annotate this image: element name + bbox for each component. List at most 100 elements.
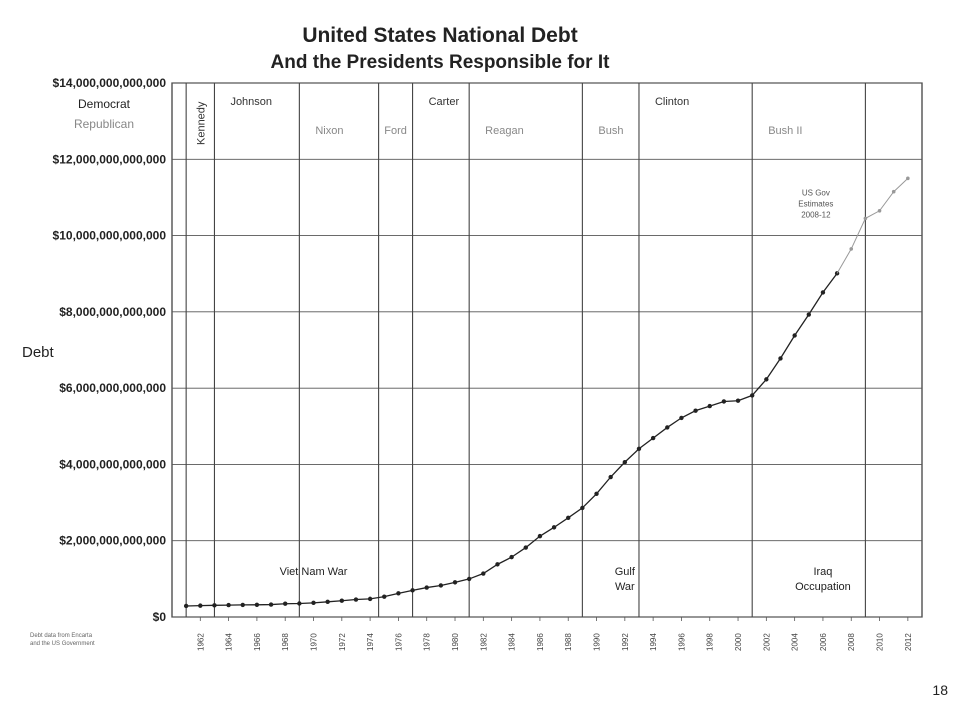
term-label-bush-ii: Bush II [768, 125, 802, 137]
debt-point [820, 290, 826, 295]
y-axis-label: Debt [22, 344, 55, 361]
chart-title: United States National Debt [302, 24, 578, 47]
debt-point [325, 599, 330, 605]
annotation-viet-nam-war: Viet Nam War [280, 566, 348, 578]
debt-point [580, 505, 585, 511]
debt-point [721, 399, 727, 404]
term-label-reagan: Reagan [485, 125, 524, 137]
x-tick-label: 2004 [791, 633, 800, 651]
legend-democrat: Democrat [78, 97, 131, 111]
x-tick-label: 1976 [394, 633, 403, 651]
annotations: Viet Nam War Gulf War Iraq Occupation US Gov E… [280, 189, 851, 594]
president-terms: Kennedy Johnson Nixon Ford Carter Reagan Bush C… [185, 83, 866, 617]
estimate-point [906, 176, 910, 181]
x-tick-label: 2008 [847, 633, 856, 651]
x-tick-label: 1970 [310, 633, 319, 651]
x-tick-label: 2010 [876, 633, 885, 651]
debt-point [452, 580, 458, 585]
term-label-bush: Bush [598, 125, 623, 137]
term-label-clinton: Clinton [655, 96, 689, 108]
term-label-nixon: Nixon [315, 125, 343, 137]
debt-point [523, 545, 528, 550]
term-label-carter: Carter [429, 96, 460, 108]
data-series [183, 176, 910, 609]
estimate-point [849, 247, 854, 251]
x-tick-label: 2006 [819, 633, 828, 651]
x-tick-label: 1998 [706, 633, 715, 651]
debt-point [212, 603, 217, 608]
debt-point [424, 585, 429, 590]
x-tick-label: 1984 [508, 633, 517, 651]
debt-point [665, 425, 670, 430]
debt-point [636, 446, 642, 451]
y-tick-label: $2,000,000,000,000 [59, 534, 166, 548]
debt-point [198, 603, 203, 608]
debt-point [566, 515, 571, 521]
debt-point [297, 601, 302, 606]
debt-point [495, 562, 500, 567]
debt-point [396, 591, 401, 596]
debt-point [254, 602, 260, 607]
y-tick-label: $0 [153, 610, 167, 624]
term-label-ford: Ford [384, 125, 407, 137]
x-tick-label: 1964 [225, 633, 234, 651]
debt-point [283, 601, 288, 606]
estimate-point [863, 216, 868, 221]
x-tick-label: 2002 [762, 633, 771, 651]
x-tick-label: 1988 [564, 633, 573, 651]
debt-point [367, 596, 373, 602]
x-tick-label: 1980 [451, 633, 460, 651]
debt-point [353, 597, 359, 602]
axes: $0 $2,000,000,000,000 $4,000,000,000,000 $6… [22, 76, 913, 651]
plot-border [171, 82, 923, 618]
debt-point [509, 554, 514, 560]
x-tick-label: 1996 [677, 633, 686, 651]
y-tick-label: $10,000,000,000,000 [53, 229, 167, 243]
chart-subtitle: And the Presidents Responsible for It [270, 52, 610, 73]
debt-point [778, 356, 783, 361]
source-note-line: and the US Government [30, 641, 95, 647]
term-label-johnson: Johnson [230, 96, 272, 108]
debt-point [707, 403, 712, 409]
annotation-gulf-war: Gulf War [615, 566, 636, 593]
debt-point [693, 408, 698, 413]
y-tick-label: $6,000,000,000,000 [59, 381, 166, 395]
legend: Democrat Republican Debt data from Encarta… [30, 97, 134, 647]
x-tick-label: 2000 [734, 633, 743, 651]
x-tick-label: 2012 [904, 633, 913, 651]
x-tick-label: 1986 [536, 633, 545, 651]
annotation-iraq-occupation: Iraq Occupation [795, 566, 851, 593]
debt-point [410, 588, 415, 593]
debt-point [339, 598, 345, 603]
debt-point [792, 333, 797, 338]
x-tick-label: 1974 [366, 633, 375, 651]
y-tick-label: $12,000,000,000,000 [53, 152, 167, 166]
x-tick-label: 1962 [196, 633, 205, 651]
debt-point [382, 594, 387, 599]
debt-point [764, 377, 769, 382]
debt-point [311, 600, 316, 606]
y-tick-label: $8,000,000,000,000 [59, 305, 166, 319]
annotation-us-gov-estimates-2008-12: US Gov Estimates 2008-12 [798, 189, 833, 220]
debt-point [183, 603, 189, 609]
source-note-line: Debt data from Encarta [30, 633, 93, 639]
estimate-point [877, 208, 882, 213]
debt-point [650, 435, 656, 441]
page-number: 18 [932, 682, 948, 698]
grid [171, 82, 923, 618]
debt-point [735, 398, 741, 403]
debt-point [806, 312, 811, 317]
debt-point [679, 415, 684, 421]
x-tick-label: 1990 [593, 633, 602, 651]
debt-point [749, 393, 755, 398]
debt-point [622, 459, 628, 465]
term-label-kennedy: Kennedy [195, 101, 207, 145]
debt-point [594, 491, 599, 496]
debt-point [481, 571, 486, 576]
debt-point [226, 602, 231, 608]
x-tick-label: 1992 [621, 633, 630, 651]
debt-point [466, 576, 472, 582]
debt-point [537, 533, 543, 539]
debt-point [608, 474, 613, 480]
